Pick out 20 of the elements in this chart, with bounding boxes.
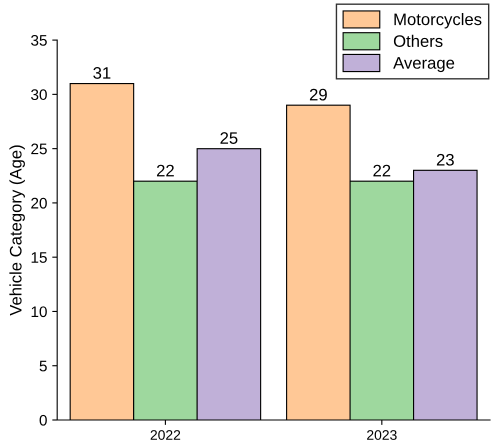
legend-label: Motorcycles xyxy=(394,12,482,29)
data-label: 31 xyxy=(93,67,110,79)
legend-label: Average xyxy=(393,57,454,72)
data-label: 29 xyxy=(310,88,327,101)
y-tick-label: 10 xyxy=(32,306,47,318)
y-tick-label: 15 xyxy=(32,252,47,263)
y-tick-label: 20 xyxy=(31,198,47,209)
y-tick-label: 0 xyxy=(40,414,47,426)
data-label: 22 xyxy=(156,164,174,176)
y-axis-title: Vehicle Category (Age) xyxy=(9,145,25,316)
y-tick-label: 30 xyxy=(31,89,47,100)
data-label: 25 xyxy=(220,132,238,144)
y-tick-label: 35 xyxy=(31,34,47,46)
x-tick-label: 2022 xyxy=(150,430,180,440)
y-tick-label: 25 xyxy=(31,144,47,154)
data-label: 22 xyxy=(373,164,390,176)
legend-label: Others xyxy=(394,34,443,48)
data-label: 23 xyxy=(436,154,454,166)
y-tick-label: 5 xyxy=(40,360,47,372)
x-tick-label: 2023 xyxy=(367,430,397,440)
